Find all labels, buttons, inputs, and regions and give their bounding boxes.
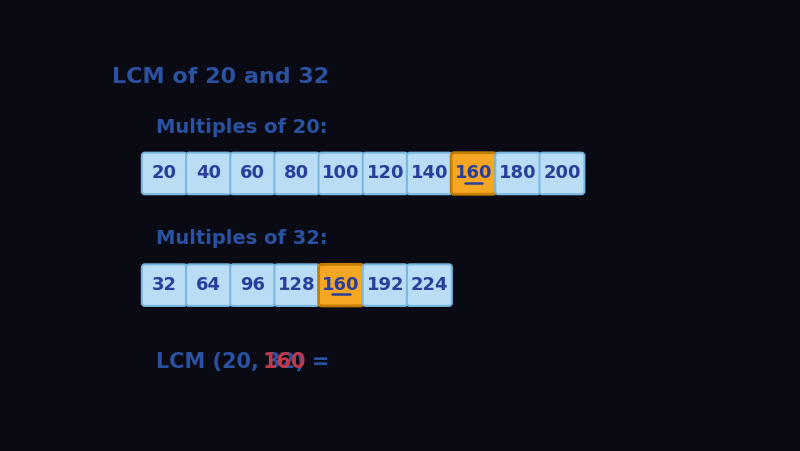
FancyBboxPatch shape xyxy=(407,153,452,194)
Text: 160: 160 xyxy=(322,276,360,294)
FancyBboxPatch shape xyxy=(362,264,408,306)
Text: 20: 20 xyxy=(152,165,177,183)
Text: LCM of 20 and 32: LCM of 20 and 32 xyxy=(112,67,329,87)
FancyBboxPatch shape xyxy=(451,153,496,194)
Text: 96: 96 xyxy=(240,276,265,294)
Text: Multiples of 32:: Multiples of 32: xyxy=(156,230,327,249)
Text: 180: 180 xyxy=(499,165,537,183)
Text: 160: 160 xyxy=(454,165,492,183)
FancyBboxPatch shape xyxy=(230,153,275,194)
Text: 100: 100 xyxy=(322,165,360,183)
Text: 192: 192 xyxy=(366,276,404,294)
Text: 80: 80 xyxy=(284,165,310,183)
Text: 160: 160 xyxy=(262,352,306,372)
FancyBboxPatch shape xyxy=(186,153,231,194)
FancyBboxPatch shape xyxy=(142,153,187,194)
Text: Multiples of 20:: Multiples of 20: xyxy=(156,118,327,137)
Text: 120: 120 xyxy=(366,165,404,183)
Text: 128: 128 xyxy=(278,276,316,294)
FancyBboxPatch shape xyxy=(186,264,231,306)
Text: 40: 40 xyxy=(196,165,221,183)
FancyBboxPatch shape xyxy=(539,153,584,194)
FancyBboxPatch shape xyxy=(142,264,187,306)
FancyBboxPatch shape xyxy=(274,153,319,194)
Text: 140: 140 xyxy=(410,165,448,183)
Text: LCM (20, 32) =: LCM (20, 32) = xyxy=(156,352,337,372)
FancyBboxPatch shape xyxy=(362,153,408,194)
FancyBboxPatch shape xyxy=(318,153,363,194)
Text: 64: 64 xyxy=(196,276,221,294)
Text: 200: 200 xyxy=(543,165,581,183)
FancyBboxPatch shape xyxy=(407,264,452,306)
FancyBboxPatch shape xyxy=(495,153,540,194)
Text: 60: 60 xyxy=(240,165,265,183)
Text: 32: 32 xyxy=(152,276,177,294)
FancyBboxPatch shape xyxy=(318,264,363,306)
FancyBboxPatch shape xyxy=(230,264,275,306)
FancyBboxPatch shape xyxy=(274,264,319,306)
Text: 224: 224 xyxy=(410,276,448,294)
